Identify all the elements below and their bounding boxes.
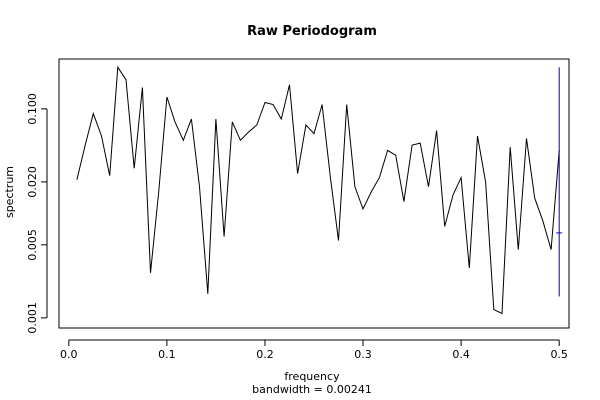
x-axis: 0.0 0.1 0.2 0.3 0.4 0.5 (60, 339, 568, 361)
plot-frame (58, 58, 570, 329)
x-tick-label: 0.5 (550, 348, 568, 361)
chart-title: Raw Periodogram (247, 24, 377, 39)
series-layer (76, 65, 560, 315)
spectrum-series-line (76, 65, 560, 315)
x-tick-label: 0.0 (60, 348, 78, 361)
x-tick-label: 0.4 (452, 348, 470, 361)
y-axis: 0.001 0.005 0.020 0.100 (26, 93, 48, 334)
x-tick-label: 0.2 (256, 348, 274, 361)
x-tick-label: 0.3 (354, 348, 372, 361)
x-axis-sublabel: bandwidth = 0.00241 (252, 383, 372, 396)
bandwidth-error-bar (556, 67, 563, 297)
y-tick-label: 0.001 (26, 302, 39, 334)
x-axis-label: frequency (284, 370, 340, 383)
y-axis-label: spectrum (3, 166, 16, 218)
y-tick-label: 0.005 (26, 229, 39, 261)
x-tick-label: 0.1 (158, 348, 176, 361)
y-tick-label: 0.100 (26, 93, 39, 125)
y-tick-label: 0.020 (26, 166, 39, 198)
